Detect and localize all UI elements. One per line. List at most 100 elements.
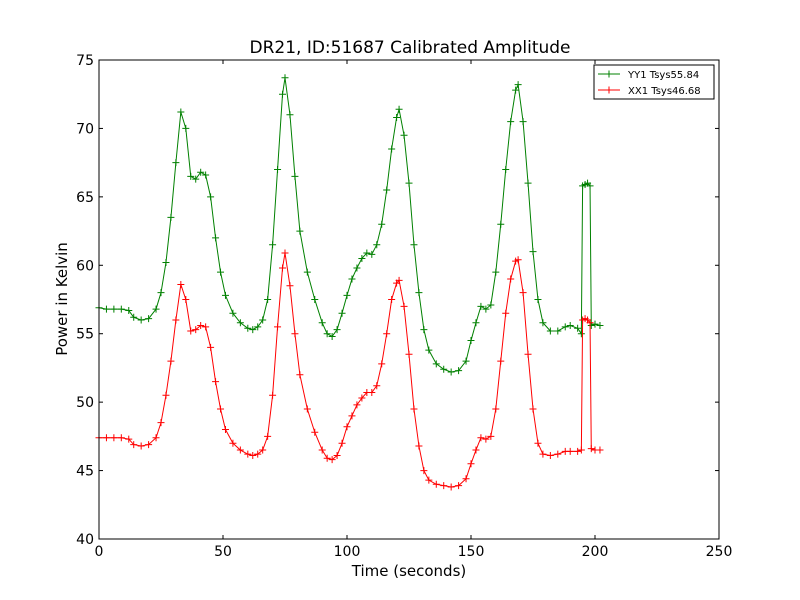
data-point — [502, 309, 510, 317]
y-tick-label: 45 — [76, 464, 94, 480]
x-tick-label: 200 — [582, 544, 609, 560]
data-point — [333, 452, 341, 460]
y-tick-label: 75 — [76, 53, 94, 69]
data-point — [512, 86, 520, 94]
plot-area — [95, 74, 604, 491]
data-point — [492, 268, 500, 276]
series-1 — [95, 74, 604, 376]
data-point — [125, 306, 133, 314]
data-point — [145, 441, 153, 449]
data-point — [487, 301, 495, 309]
data-point — [269, 241, 277, 249]
data-point — [182, 296, 190, 303]
data-point — [395, 276, 403, 284]
data-point — [311, 428, 319, 436]
data-point — [102, 305, 110, 313]
data-point — [353, 401, 361, 409]
data-point — [554, 450, 562, 458]
data-point — [217, 405, 225, 413]
data-point — [162, 259, 170, 267]
data-point — [236, 319, 244, 327]
data-point — [303, 405, 311, 413]
data-point — [596, 322, 604, 329]
data-point — [467, 460, 475, 468]
data-point — [539, 319, 547, 327]
data-point — [368, 250, 376, 258]
data-point — [574, 447, 582, 455]
data-point — [192, 326, 200, 334]
data-point — [167, 357, 175, 365]
legend-box — [593, 64, 715, 100]
data-point — [529, 248, 537, 256]
data-point — [373, 241, 381, 249]
data-point — [281, 74, 289, 82]
data-point — [472, 446, 480, 454]
data-point — [236, 446, 244, 454]
data-point — [539, 450, 547, 458]
data-point — [388, 145, 396, 153]
data-point — [425, 346, 433, 354]
data-point — [561, 323, 569, 331]
data-point — [281, 249, 289, 257]
data-point — [477, 434, 485, 442]
data-point — [586, 319, 594, 327]
data-point — [177, 108, 185, 116]
data-point — [467, 337, 475, 345]
data-point — [229, 309, 237, 317]
data-point — [455, 482, 463, 490]
data-point — [410, 405, 418, 413]
data-point — [333, 326, 341, 334]
data-point — [279, 90, 287, 98]
data-point — [254, 323, 262, 331]
data-point — [157, 419, 165, 427]
data-point — [373, 382, 381, 390]
data-point — [574, 324, 582, 332]
data-point — [338, 439, 346, 447]
data-point — [221, 426, 229, 434]
data-point — [348, 275, 356, 283]
data-point — [323, 454, 331, 462]
x-tick-label: 250 — [706, 544, 733, 560]
data-point — [415, 289, 423, 297]
data-point — [152, 434, 160, 442]
data-point — [279, 264, 287, 272]
legend-marker — [605, 86, 613, 94]
data-point — [202, 323, 210, 331]
data-point — [343, 291, 351, 299]
data-point — [596, 446, 604, 454]
data-point — [110, 305, 118, 313]
data-point — [162, 391, 170, 399]
data-point — [212, 378, 220, 386]
data-point — [577, 446, 585, 454]
data-point — [462, 475, 470, 483]
data-point — [415, 442, 423, 450]
data-point — [303, 268, 311, 276]
data-point — [524, 350, 532, 358]
data-point — [482, 305, 490, 313]
data-point — [477, 302, 485, 310]
data-point — [202, 171, 210, 179]
data-point — [587, 445, 595, 453]
data-point — [482, 435, 490, 443]
data-point — [420, 326, 428, 334]
chart-title: DR21, ID:51687 Calibrated Amplitude — [249, 38, 570, 58]
data-point — [117, 434, 125, 442]
x-tick-label: 100 — [334, 544, 361, 560]
data-point — [197, 168, 205, 176]
data-point — [187, 327, 195, 335]
legend-label: XX1 Tsys46.68 — [628, 86, 701, 97]
data-point — [125, 435, 133, 443]
legend-entry: YY1 Tsys55.84 — [598, 70, 699, 81]
data-point — [102, 434, 110, 442]
data-point — [492, 405, 500, 413]
data-point — [388, 296, 396, 303]
data-point — [348, 412, 356, 420]
data-point — [207, 193, 215, 201]
data-point — [244, 324, 252, 332]
data-point — [487, 432, 495, 440]
data-point — [117, 305, 125, 313]
data-point — [586, 182, 594, 190]
y-tick-label: 70 — [76, 121, 94, 137]
data-point — [554, 327, 562, 335]
